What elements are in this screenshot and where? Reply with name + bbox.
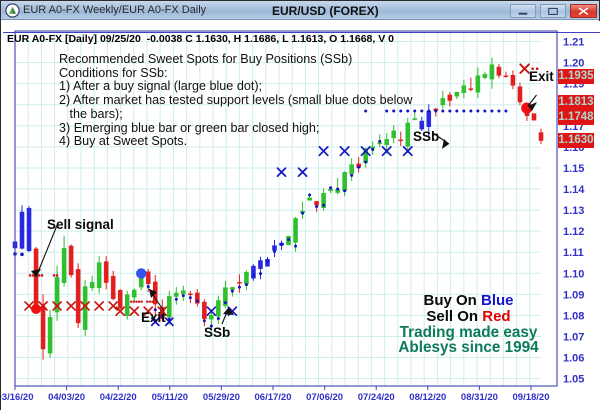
svg-text:1.06: 1.06 (563, 353, 584, 365)
svg-text:03/16/20: 03/16/20 (1, 392, 33, 403)
svg-text:04/22/20: 04/22/20 (100, 392, 137, 403)
svg-text:1.07: 1.07 (563, 332, 584, 344)
svg-text:06/17/20: 06/17/20 (255, 392, 292, 403)
svg-text:04/03/20: 04/03/20 (48, 392, 85, 403)
svg-text:1.15: 1.15 (563, 163, 584, 175)
svg-text:05/29/20: 05/29/20 (203, 392, 240, 403)
svg-text:1.14: 1.14 (563, 184, 585, 196)
svg-text:1.09: 1.09 (563, 289, 584, 301)
svg-text:07/06/20: 07/06/20 (306, 392, 343, 403)
svg-text:07/24/20: 07/24/20 (358, 392, 395, 403)
svg-text:1.13: 1.13 (563, 205, 584, 217)
svg-text:09/18/20: 09/18/20 (513, 392, 550, 403)
svg-text:08/12/20: 08/12/20 (409, 392, 446, 403)
svg-text:1.10: 1.10 (563, 268, 584, 280)
svg-text:1.12: 1.12 (563, 226, 584, 238)
svg-text:1.11: 1.11 (563, 247, 584, 259)
svg-text:08/31/20: 08/31/20 (461, 392, 498, 403)
svg-text:1.08: 1.08 (563, 310, 584, 322)
svg-text:1.05: 1.05 (563, 374, 584, 386)
svg-text:1.20: 1.20 (563, 58, 584, 70)
svg-text:05/11/20: 05/11/20 (152, 392, 188, 403)
